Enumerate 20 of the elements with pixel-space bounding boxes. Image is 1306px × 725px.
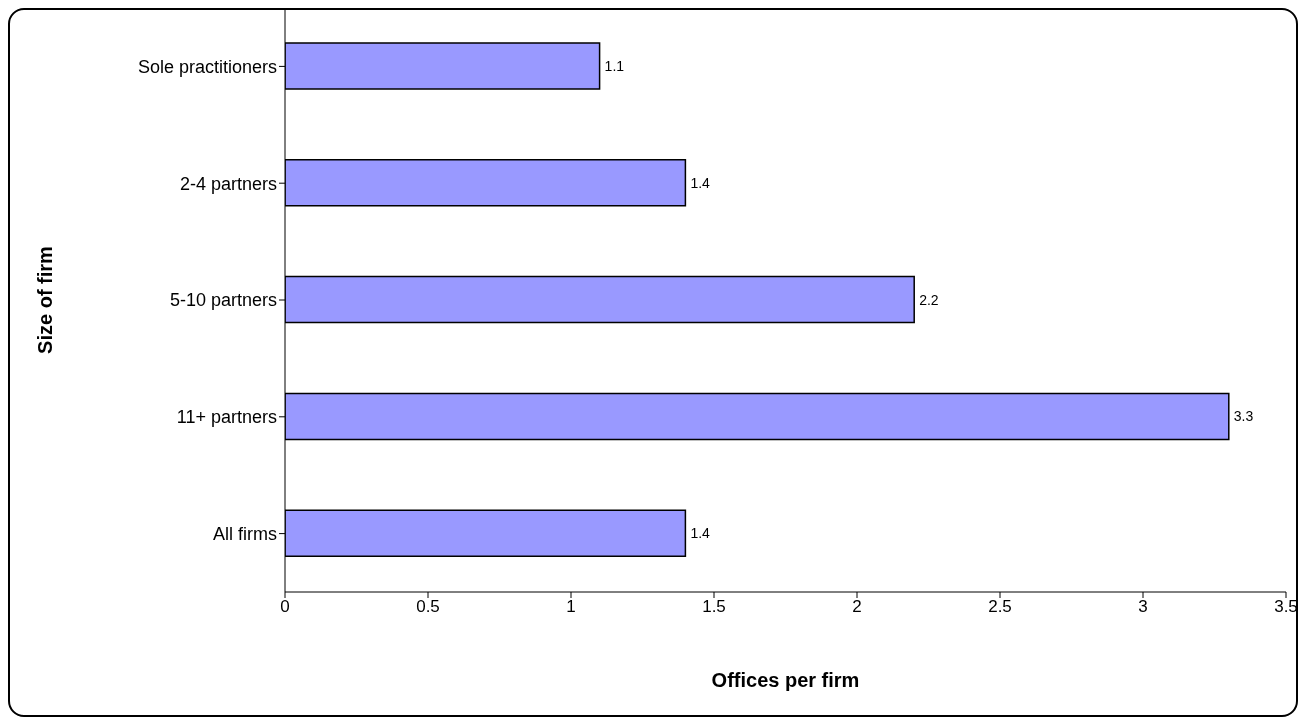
- y-tick-label: Sole practitioners: [137, 56, 277, 77]
- data-label: 1.1: [604, 57, 625, 74]
- y-tick-label: 2-4 partners: [179, 173, 277, 194]
- x-tick-label: 1.5: [702, 597, 726, 617]
- y-axis-title: Size of firm: [34, 246, 57, 354]
- data-label: 3.3: [1233, 408, 1254, 425]
- x-tick-label: 3: [1138, 597, 1148, 617]
- x-tick-label: 1: [566, 597, 576, 617]
- y-tick-label: 11+ partners: [176, 407, 277, 428]
- y-tick-label: All firms: [213, 523, 277, 544]
- x-tick-label: 2.5: [988, 597, 1012, 617]
- y-tick-label: 5-10 partners: [169, 290, 277, 311]
- x-tick-label: 0.5: [416, 597, 440, 617]
- data-label: 1.4: [690, 174, 711, 191]
- x-tick-label: 3.5: [1274, 597, 1298, 617]
- x-tick-label: 2: [852, 597, 862, 617]
- data-label: 2.2: [919, 291, 939, 308]
- x-tick-label: 0: [280, 597, 290, 617]
- data-label: 1.4: [690, 525, 711, 542]
- x-axis-title: Offices per firm: [711, 669, 860, 691]
